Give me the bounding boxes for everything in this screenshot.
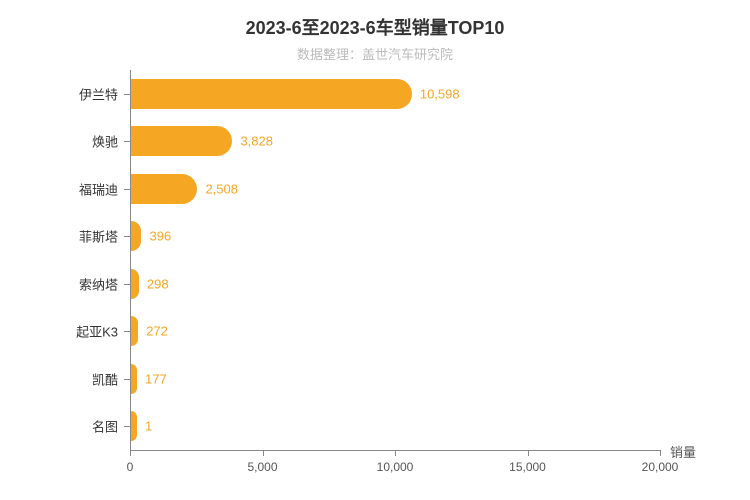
x-tick-label: 15,000: [509, 460, 546, 474]
y-tick: [124, 379, 130, 380]
y-tick: [124, 284, 130, 285]
bar-value-label: 298: [147, 276, 169, 291]
x-tick-label: 10,000: [377, 460, 414, 474]
x-tick: [130, 450, 131, 456]
y-tick: [124, 141, 130, 142]
bar-value-label: 396: [149, 229, 171, 244]
y-category-label: 伊兰特: [79, 84, 118, 103]
y-tick: [124, 426, 130, 427]
x-axis-title: 销量: [670, 442, 696, 461]
chart-root: 2023-6至2023-6车型销量TOP10 数据整理：盖世汽车研究院 05,0…: [0, 0, 750, 500]
bar-value-label: 272: [146, 324, 168, 339]
bar: [131, 126, 232, 156]
bar: [131, 221, 141, 251]
chart-title: 2023-6至2023-6车型销量TOP10: [0, 14, 750, 40]
y-category-label: 名图: [92, 417, 118, 436]
y-category-label: 索纳塔: [79, 274, 118, 293]
bar-value-label: 3,828: [240, 134, 273, 149]
plot-area: 05,00010,00015,00020,000销量伊兰特10,598焕驰3,8…: [130, 70, 660, 450]
bar-value-label: 10,598: [420, 86, 460, 101]
y-category-label: 焕驰: [92, 132, 118, 151]
x-tick: [528, 450, 529, 456]
bar: [131, 411, 137, 441]
bar-value-label: 1: [145, 419, 152, 434]
x-tick: [660, 450, 661, 456]
bar: [131, 79, 412, 109]
y-tick: [124, 189, 130, 190]
y-tick: [124, 236, 130, 237]
bar-value-label: 177: [145, 371, 167, 386]
x-tick: [395, 450, 396, 456]
x-tick-label: 20,000: [642, 460, 679, 474]
y-category-label: 菲斯塔: [79, 227, 118, 246]
bar: [131, 364, 137, 394]
bar: [131, 316, 138, 346]
y-category-label: 起亚K3: [76, 322, 118, 341]
y-category-label: 福瑞迪: [79, 179, 118, 198]
bar: [131, 174, 197, 204]
x-tick-label: 0: [127, 460, 134, 474]
chart-subtitle: 数据整理：盖世汽车研究院: [0, 44, 750, 63]
y-tick: [124, 94, 130, 95]
bar: [131, 269, 139, 299]
x-tick-label: 5,000: [247, 460, 277, 474]
x-tick: [263, 450, 264, 456]
y-tick: [124, 331, 130, 332]
y-category-label: 凯酷: [92, 369, 118, 388]
bar-value-label: 2,508: [205, 181, 238, 196]
